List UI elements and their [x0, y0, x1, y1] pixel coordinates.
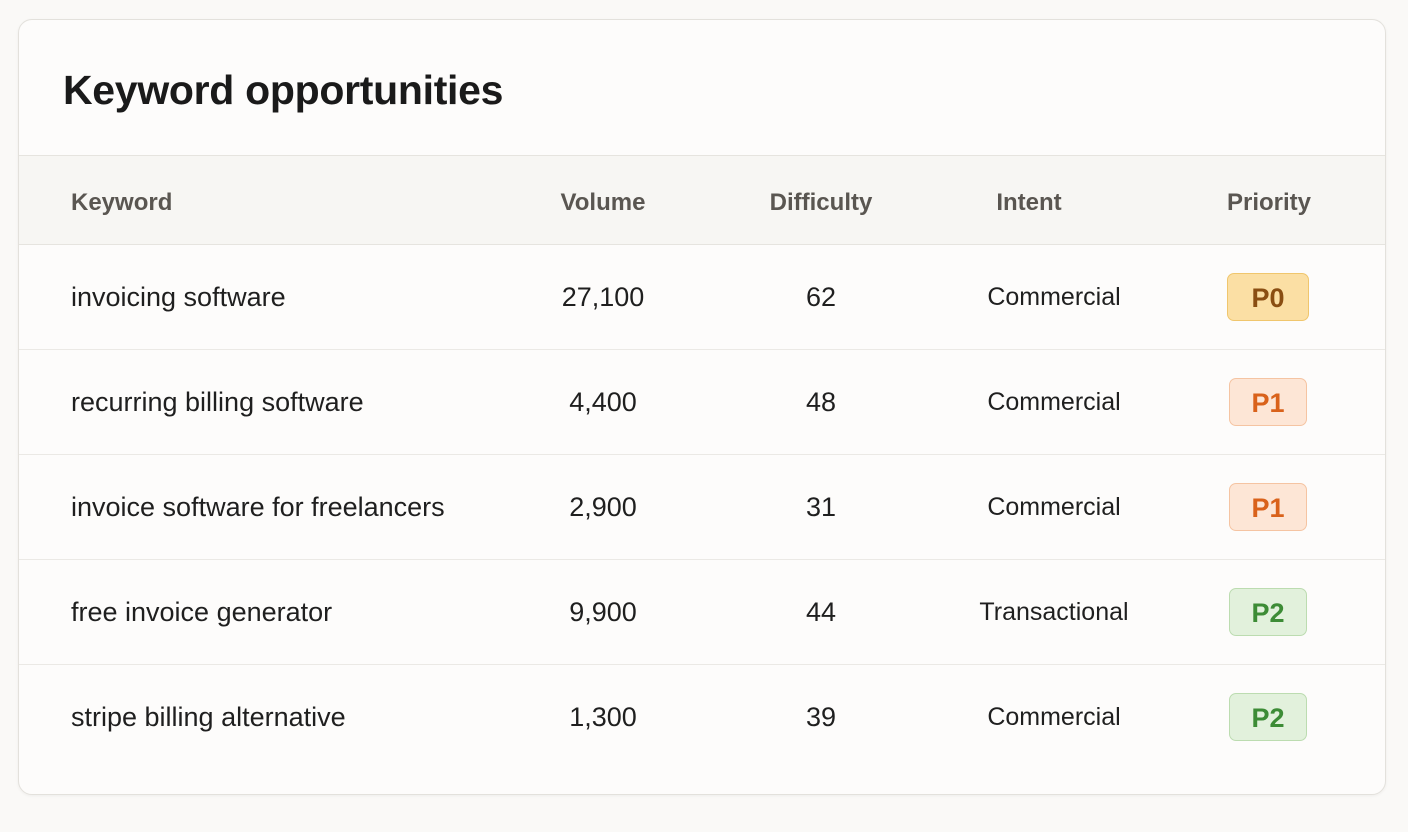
- priority-cell: P0: [1227, 245, 1309, 349]
- intent-cell: Commercial: [987, 283, 1121, 311]
- intent-cell: Commercial: [987, 388, 1121, 416]
- column-header-difficulty[interactable]: Difficulty: [769, 189, 873, 216]
- table-row[interactable]: stripe billing alternative 1,300 39 Comm…: [19, 665, 1385, 769]
- difficulty-cell: 62: [805, 282, 837, 312]
- difficulty-cell: 48: [805, 387, 837, 417]
- table-header-row: Keyword Volume Difficulty Intent Priorit…: [19, 156, 1385, 245]
- table-row[interactable]: free invoice generator 9,900 44 Transact…: [19, 560, 1385, 665]
- keyword-cell: invoice software for freelancers: [71, 492, 445, 522]
- priority-cell: P1: [1227, 350, 1309, 454]
- priority-cell: P1: [1227, 455, 1309, 559]
- difficulty-cell: 44: [805, 597, 837, 627]
- priority-cell: P2: [1227, 560, 1309, 664]
- priority-cell: P2: [1227, 665, 1309, 769]
- volume-cell: 4,400: [569, 387, 637, 417]
- table-row[interactable]: invoice software for freelancers 2,900 3…: [19, 455, 1385, 560]
- volume-cell: 2,900: [569, 492, 637, 522]
- keyword-table: Keyword Volume Difficulty Intent Priorit…: [19, 156, 1385, 769]
- keyword-cell: free invoice generator: [71, 597, 333, 627]
- keyword-cell: recurring billing software: [71, 387, 364, 417]
- priority-badge: P1: [1229, 483, 1307, 531]
- column-header-volume[interactable]: Volume: [560, 189, 646, 216]
- priority-badge: P0: [1227, 273, 1309, 321]
- intent-cell: Transactional: [979, 598, 1129, 626]
- card-header: Keyword opportunities: [19, 20, 1385, 156]
- column-header-priority[interactable]: Priority: [1226, 189, 1312, 216]
- intent-cell: Commercial: [987, 493, 1121, 521]
- table-row[interactable]: invoicing software 27,100 62 Commercial …: [19, 245, 1385, 350]
- intent-cell: Commercial: [987, 703, 1121, 731]
- table-row[interactable]: recurring billing software 4,400 48 Comm…: [19, 350, 1385, 455]
- page-title: Keyword opportunities: [63, 67, 504, 113]
- keyword-cell: invoicing software: [71, 282, 286, 312]
- keyword-opportunities-card: Keyword opportunities Keyword Volume Dif…: [18, 19, 1386, 795]
- column-header-intent[interactable]: Intent: [996, 189, 1062, 216]
- volume-cell: 9,900: [569, 597, 637, 627]
- column-header-keyword[interactable]: Keyword: [71, 189, 173, 216]
- priority-badge: P1: [1229, 378, 1307, 426]
- volume-cell: 1,300: [569, 702, 637, 732]
- difficulty-cell: 39: [805, 702, 837, 732]
- keyword-cell: stripe billing alternative: [71, 702, 346, 732]
- volume-cell: 27,100: [561, 282, 645, 312]
- priority-badge: P2: [1229, 693, 1307, 741]
- priority-badge: P2: [1229, 588, 1307, 636]
- difficulty-cell: 31: [805, 492, 837, 522]
